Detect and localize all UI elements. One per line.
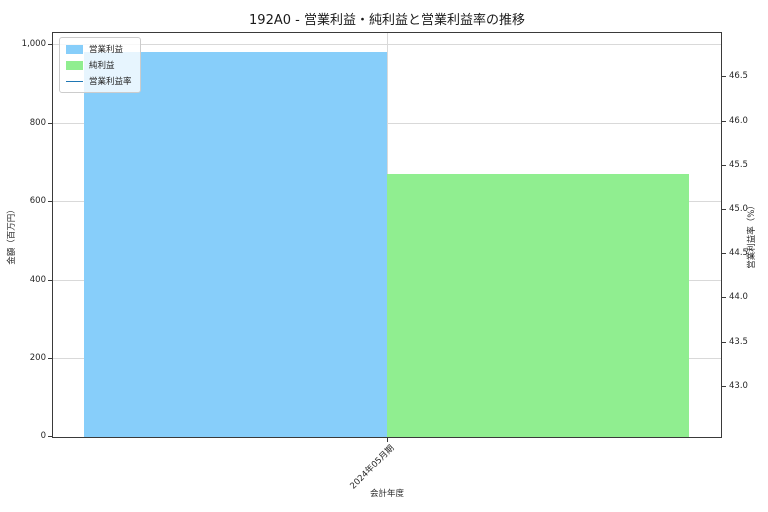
bar-operating-profit — [83, 52, 387, 437]
right-tick-label: 46.5 — [729, 71, 748, 82]
left-tick-mark — [48, 44, 52, 46]
right-tick-mark — [722, 297, 726, 299]
x-tick-mark — [386, 438, 388, 442]
x-tick-label: 2024年05月期 — [348, 443, 397, 492]
bar-net-profit — [386, 173, 690, 437]
legend-item-net-profit: 純利益 — [66, 59, 132, 71]
right-tick-mark — [722, 164, 726, 166]
legend-item-operating-profit: 営業利益 — [66, 43, 132, 55]
left-tick-label: 600 — [29, 196, 46, 207]
left-tick-mark — [48, 436, 52, 438]
y-axis-label-right: 営業利益率（%） — [747, 201, 757, 269]
legend-swatch-line-icon — [66, 77, 83, 86]
y-axis-label-left: 金額（百万円） — [7, 205, 17, 265]
legend-swatch-green-bar-icon — [66, 60, 83, 70]
right-tick-label: 45.5 — [729, 159, 748, 170]
left-tick-label: 400 — [29, 274, 46, 285]
right-tick-mark — [722, 209, 726, 211]
left-tick-mark — [48, 358, 52, 360]
right-tick-mark — [722, 253, 726, 255]
right-tick-mark — [722, 76, 726, 78]
right-tick-mark — [722, 120, 726, 122]
left-tick-mark — [48, 201, 52, 203]
left-tick-mark — [48, 279, 52, 281]
chart-title: 192A0 - 営業利益・純利益と営業利益率の推移 — [249, 13, 525, 28]
legend-label: 純利益 — [89, 61, 115, 71]
right-tick-mark — [722, 341, 726, 343]
legend: 営業利益 純利益 営業利益率 — [59, 37, 141, 93]
right-tick-mark — [722, 386, 726, 388]
x-axis-label: 会計年度 — [369, 489, 404, 499]
legend-swatch-blue-bar-icon — [66, 44, 83, 54]
left-tick-label: 0 — [40, 431, 46, 442]
left-tick-label: 200 — [29, 353, 46, 364]
legend-item-operating-margin: 営業利益率 — [66, 75, 132, 87]
plot-area: 1,000 800 600 400 200 0 46.5 46.0 45.5 4… — [7, 32, 757, 499]
right-tick-label: 43.0 — [729, 381, 748, 392]
right-tick-label: 44.5 — [729, 248, 748, 259]
right-tick-label: 46.0 — [729, 115, 748, 126]
right-tick-label: 44.0 — [729, 292, 748, 303]
left-tick-mark — [48, 122, 52, 124]
right-tick-label: 43.5 — [729, 336, 748, 347]
legend-label: 営業利益 — [89, 45, 124, 55]
left-tick-label: 800 — [29, 117, 46, 128]
legend-label: 営業利益率 — [89, 77, 132, 87]
right-tick-label: 45.0 — [729, 204, 748, 215]
left-tick-label: 1,000 — [21, 39, 46, 50]
